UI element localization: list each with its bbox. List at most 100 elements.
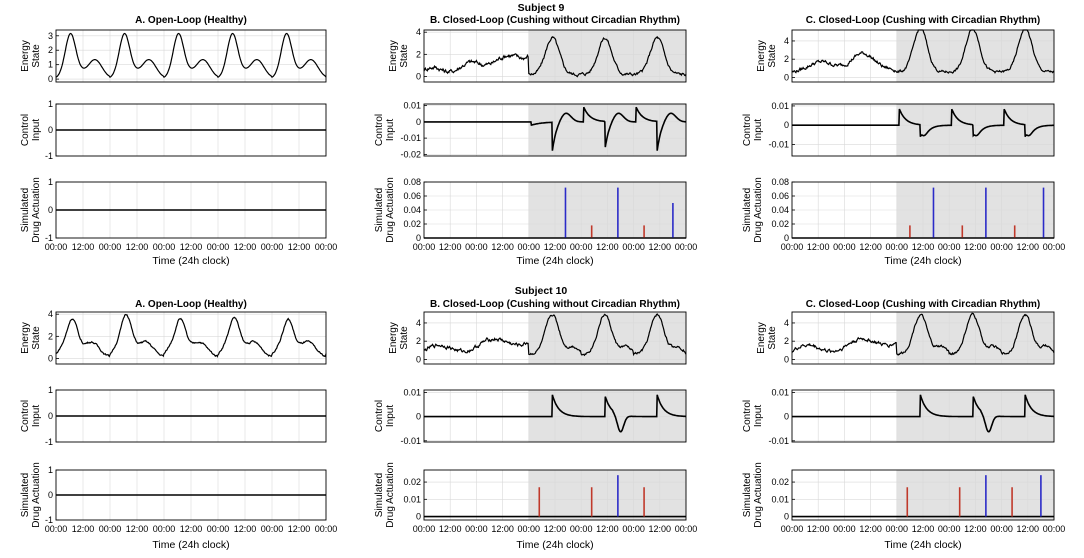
subplot-column-1-2: B. Closed-Loop (Cushing without Circadia…: [374, 15, 697, 267]
x-tick-label: 12:00: [859, 242, 882, 252]
y-tick-label: 0: [416, 71, 421, 81]
x-tick-label: 00:00: [675, 242, 698, 252]
y-tick-label: 1: [48, 99, 53, 109]
y-tick-label: -1: [45, 515, 53, 525]
x-tick-label: 12:00: [912, 524, 935, 534]
y-axis-label: EnergyState: [20, 322, 42, 354]
y-tick-label: 0.01: [771, 387, 789, 397]
x-tick-label: 12:00: [649, 242, 672, 252]
panel-drug: 0 0.01 0.02 SimulatedDrug Actuation: [742, 462, 1055, 528]
control-series-line: [424, 394, 686, 433]
y-tick-label: -1: [45, 233, 53, 243]
axes-frame: [55, 389, 327, 443]
column-title: B. Closed-Loop (Cushing without Circadia…: [430, 15, 680, 26]
axes-frame: [791, 311, 1055, 365]
x-tick-label: 00:00: [315, 242, 338, 252]
y-tick-label: 0.04: [771, 205, 789, 215]
panel-control: -1 0 1 ControlInput: [20, 385, 327, 447]
y-axis-label: SimulatedDrug Actuation: [742, 462, 764, 528]
subplot-column-2-2: B. Closed-Loop (Cushing without Circadia…: [374, 299, 697, 551]
y-tick-label: 2: [784, 54, 789, 64]
y-axis-label: ControlInput: [374, 400, 396, 432]
x-tick-label: 12:00: [491, 242, 514, 252]
x-tick-label: 12:00: [649, 524, 672, 534]
x-axis-label: Time (24h clock): [516, 539, 593, 551]
y-tick-label: 2: [784, 336, 789, 346]
y-tick-label: 4: [48, 309, 53, 319]
y-tick-label: 0.01: [771, 494, 789, 504]
y-tick-label: -0.02: [400, 149, 421, 159]
y-tick-label: 1: [48, 465, 53, 475]
x-tick-label: 12:00: [126, 524, 149, 534]
energy-series-line: [55, 32, 327, 79]
energy-series-line: [423, 313, 687, 357]
x-tick-label: 12:00: [964, 242, 987, 252]
y-tick-label: 4: [416, 27, 421, 37]
y-tick-label: -0.01: [400, 133, 421, 143]
x-tick-label: 00:00: [570, 524, 593, 534]
axes-frame: [423, 29, 687, 83]
control-series-line: [792, 108, 1054, 138]
y-axis-label: ControlInput: [742, 114, 764, 146]
panel-control: -0.01 0 0.01 ControlInput: [742, 101, 1055, 157]
x-tick-label: 12:00: [544, 524, 567, 534]
energy-series-line: [55, 313, 327, 358]
y-tick-label: 4: [416, 318, 421, 328]
y-tick-label: 0: [48, 205, 53, 215]
x-tick-label: 12:00: [180, 242, 203, 252]
y-tick-label: 2: [416, 49, 421, 59]
y-tick-label: 1: [48, 60, 53, 70]
y-tick-label: 0.01: [403, 101, 421, 111]
y-axis-label: ControlInput: [20, 114, 42, 146]
panel-control: -0.01 0 0.01 ControlInput: [374, 387, 687, 446]
axes-frame: [55, 29, 327, 83]
y-tick-label: 0: [784, 412, 789, 422]
y-axis-label: SimulatedDrug Actuation: [742, 177, 764, 243]
panel-control: -0.01 0 0.01 ControlInput: [742, 387, 1055, 446]
panel-energy: 0 2 4 EnergyState: [756, 311, 1055, 365]
axes-frame: [55, 311, 327, 365]
x-tick-label: 12:00: [859, 524, 882, 534]
x-tick-label: 12:00: [596, 242, 619, 252]
panel-energy: 0 2 4 EnergyState: [756, 29, 1055, 83]
x-tick-label: 00:00: [886, 242, 909, 252]
x-tick-label: 00:00: [886, 524, 909, 534]
axes-frame: [423, 181, 687, 239]
y-tick-label: 0: [784, 72, 789, 82]
panel-drug: 0 0.02 0.04 0.06 0.08 SimulatedDrug Actuation: [742, 177, 1055, 243]
column-title: A. Open-Loop (Healthy): [135, 299, 247, 310]
axes-frame: [423, 103, 687, 157]
energy-series-line: [791, 312, 1055, 356]
x-tick-label: 00:00: [938, 524, 961, 534]
column-title: A. Open-Loop (Healthy): [135, 15, 247, 26]
x-tick-label: 00:00: [45, 242, 68, 252]
y-tick-label: 0: [784, 354, 789, 364]
axes-frame: [791, 181, 1055, 239]
y-tick-label: 0: [48, 490, 53, 500]
y-tick-label: 0.02: [771, 477, 789, 487]
y-tick-label: 1: [48, 385, 53, 395]
y-axis-label: EnergyState: [756, 40, 778, 72]
axes-frame: [791, 469, 1055, 521]
x-tick-label: 12:00: [126, 242, 149, 252]
y-tick-label: -0.01: [400, 436, 421, 446]
x-tick-label: 12:00: [596, 524, 619, 534]
axes-frame: [423, 469, 687, 521]
y-tick-label: 0.08: [403, 177, 421, 187]
y-axis-label: ControlInput: [374, 114, 396, 146]
y-tick-label: 0: [48, 353, 53, 363]
subject-10-title: Subject 10: [515, 285, 568, 297]
x-tick-label: 00:00: [99, 242, 122, 252]
y-tick-label: 0: [784, 120, 789, 130]
y-axis-label: SimulatedDrug Actuation: [20, 177, 42, 243]
y-tick-label: 2: [416, 336, 421, 346]
axes-frame: [55, 469, 327, 521]
x-tick-label: 00:00: [518, 524, 541, 534]
subplot-column-1-3: C. Closed-Loop (Cushing with Circadian R…: [742, 15, 1065, 267]
y-tick-label: 0.04: [403, 205, 421, 215]
y-tick-label: 0: [416, 117, 421, 127]
subject-9-title: Subject 9: [518, 2, 565, 14]
axes-frame: [791, 29, 1055, 83]
panel-drug: -1 0 1 SimulatedDrug Actuation: [20, 177, 327, 243]
x-tick-label: 00:00: [153, 242, 176, 252]
